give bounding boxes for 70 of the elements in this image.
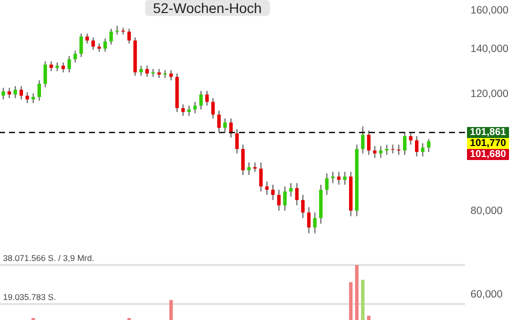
candlestick xyxy=(8,87,12,99)
candlestick xyxy=(265,180,269,196)
candlestick xyxy=(103,38,107,52)
candlestick xyxy=(26,92,30,104)
candlestick xyxy=(253,162,257,172)
candlestick xyxy=(396,144,400,156)
candlestick xyxy=(408,131,412,146)
candlestick xyxy=(2,87,6,100)
candlestick xyxy=(301,194,305,219)
y-tick-label: 60,000 xyxy=(470,288,503,300)
candlestick xyxy=(295,182,299,206)
ref-line-label: 19.035.783 S. xyxy=(3,292,56,302)
candlestick xyxy=(414,136,418,157)
candlestick xyxy=(79,33,83,58)
candlestick xyxy=(49,60,53,72)
candlestick xyxy=(199,90,203,110)
candlestick xyxy=(271,184,275,201)
candlestick xyxy=(139,65,143,76)
candlestick xyxy=(385,144,389,156)
candlestick xyxy=(402,131,406,156)
candlestick xyxy=(367,130,371,156)
candlestick xyxy=(14,86,18,99)
candlestick xyxy=(217,110,221,132)
candlestick xyxy=(331,171,335,184)
candlestick xyxy=(20,86,24,100)
candlestick xyxy=(67,55,71,73)
y-tick-label: 140,000 xyxy=(470,43,509,56)
candlestick xyxy=(181,104,185,116)
candlestick xyxy=(247,162,251,176)
candlestick xyxy=(325,172,329,196)
text: 101,861 xyxy=(467,127,509,138)
candlestick xyxy=(127,28,131,44)
text: 101,680 xyxy=(467,149,509,160)
candlestick xyxy=(211,98,215,119)
candlestick xyxy=(109,28,113,46)
candlestick xyxy=(229,118,233,138)
candlestick xyxy=(337,171,341,186)
candlestick xyxy=(241,144,245,176)
y-tick-label: 160,000 xyxy=(470,4,509,16)
ref-line-label: 38.071.566 S. / 3,9 Mrd. xyxy=(3,253,94,263)
candlestick xyxy=(145,65,149,78)
candlestick xyxy=(43,60,47,88)
candlestick xyxy=(169,70,173,81)
candlestick xyxy=(313,212,317,234)
candlestick xyxy=(420,142,424,157)
candlestick xyxy=(289,182,293,198)
candlestick xyxy=(193,101,197,114)
candlestick xyxy=(91,37,95,50)
annotation: 52-Wochen-Hoch xyxy=(145,0,270,16)
candlestick xyxy=(343,171,347,186)
candlestick xyxy=(223,118,227,132)
text: 101,770 xyxy=(467,138,509,149)
candlestick xyxy=(307,206,311,234)
candlestick xyxy=(32,92,36,104)
candlestick xyxy=(85,33,89,44)
candlestick xyxy=(283,186,287,212)
candlestick xyxy=(277,189,281,212)
candlestick xyxy=(61,62,65,73)
candlestick xyxy=(259,162,263,192)
candlestick xyxy=(373,146,377,158)
candlestick xyxy=(205,90,209,106)
y-tick-label: 80,000 xyxy=(470,205,503,218)
candlestick xyxy=(361,126,365,154)
candlestick xyxy=(426,138,430,152)
candlestick xyxy=(379,146,383,158)
candlestick xyxy=(187,105,191,116)
candlestick xyxy=(73,50,77,63)
candlestick xyxy=(37,80,41,102)
y-tick-label: 120,000 xyxy=(470,88,509,100)
candlestick xyxy=(235,128,239,154)
